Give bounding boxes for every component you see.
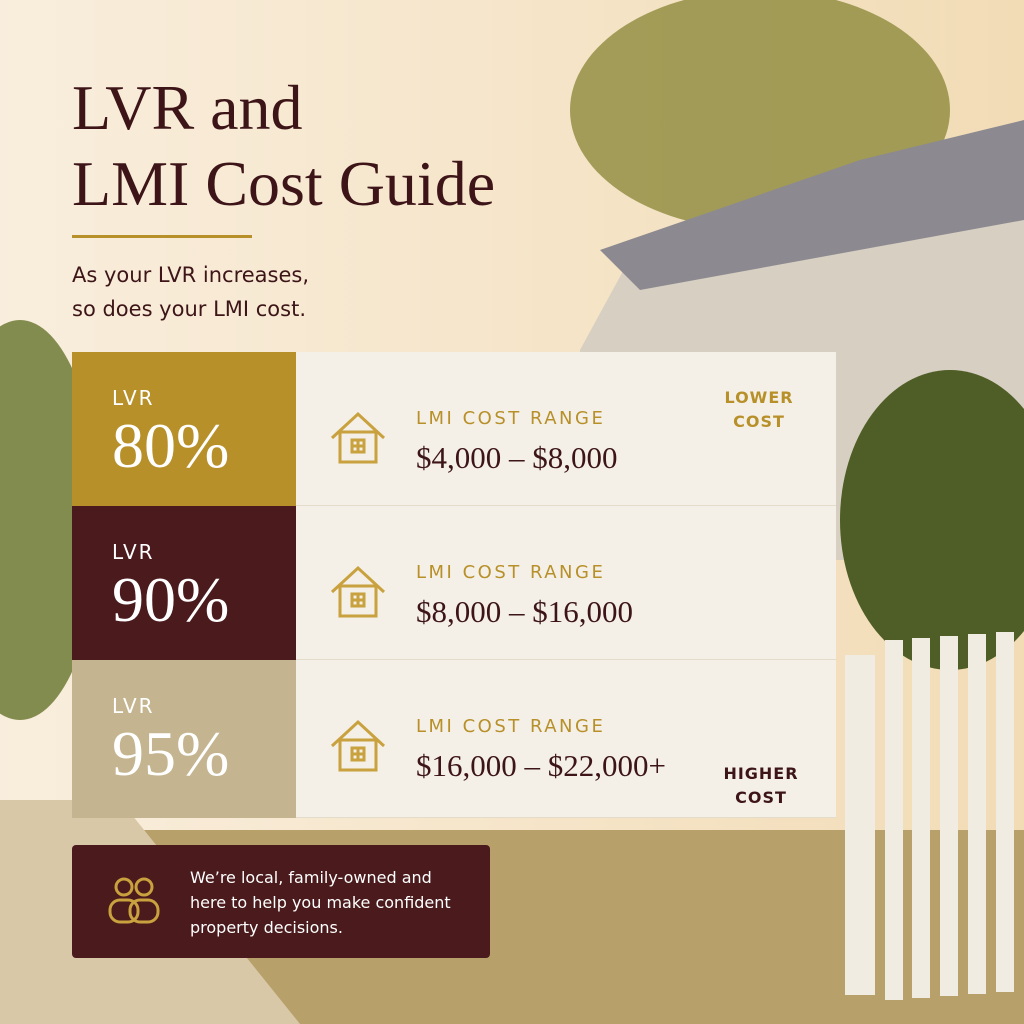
house-icon [330,411,386,464]
lvr-value: 95% [112,718,230,789]
cost-range: $4,000 – $8,000 [416,440,618,475]
footer: We’re local, family-owned and here to hel… [72,845,490,958]
lvr-row: LVR 90% LMI COST RANGE $8,000 – $16,000 [72,506,836,660]
lvr-row: LVR 80% LMI COST RANGE $4,000 – $8,000 [72,352,836,506]
lvr-label: LVR [112,386,155,410]
cost-label: LMI COST RANGE [416,562,606,583]
house-icon [330,565,386,618]
subtitle: As your LVR increases, so does your LMI c… [72,263,310,321]
lvr-block: LVR 80% [72,352,296,506]
lvr-value: 80% [112,410,230,481]
cost-label: LMI COST RANGE [416,408,606,429]
lvr-row: LVR 95% LMI COST RANGE $16,000 – $22,000+ [72,660,836,818]
scale-bottom-label: HIGHER COST [723,764,799,807]
lvr-block: LVR 95% [72,660,296,818]
title-rule [72,235,252,238]
lvr-label: LVR [112,540,155,564]
scale-top-label: LOWER COST [724,388,794,431]
cost-range: $8,000 – $16,000 [416,594,633,629]
title: LVR and LMI Cost Guide [72,72,496,219]
people-icon [108,877,160,924]
cost-panel: LMI COST RANGE $8,000 – $16,000 [296,506,836,660]
cost-range: $16,000 – $22,000+ [416,748,666,783]
lvr-label: LVR [112,694,155,718]
cost-label: LMI COST RANGE [416,716,606,737]
house-icon [330,719,386,772]
lvr-value: 90% [112,564,230,635]
cost-panel: LMI COST RANGE $16,000 – $22,000+ [296,660,836,818]
lvr-block: LVR 90% [72,506,296,660]
cost-panel: LMI COST RANGE $4,000 – $8,000 [296,352,836,506]
